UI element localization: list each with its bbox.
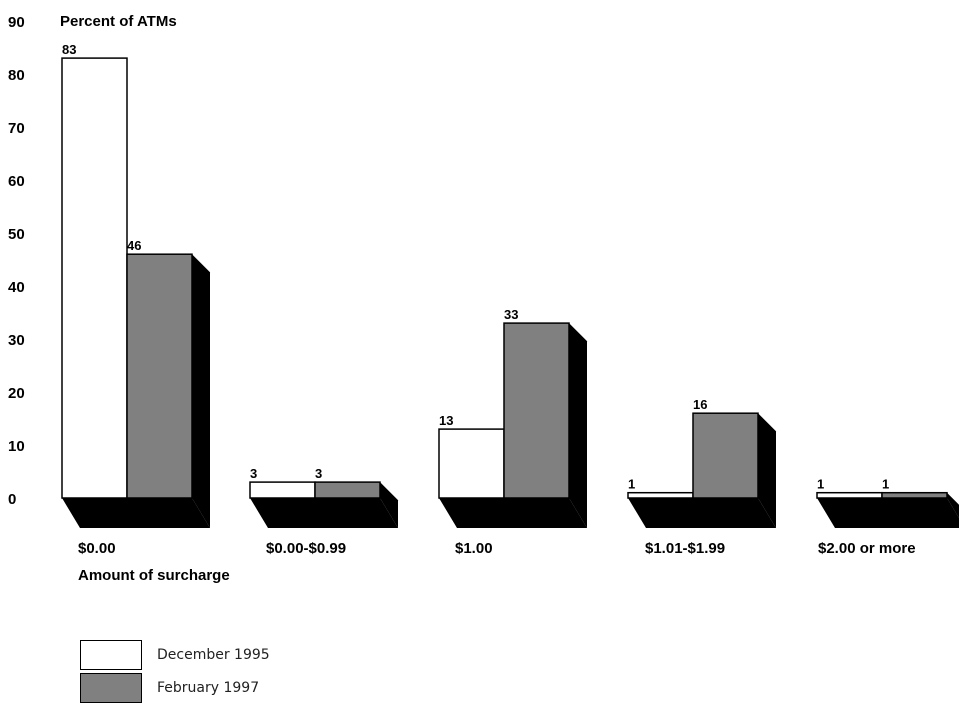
bar-february-1997-0-00 (126, 253, 193, 499)
data-label-december-1995-1-00: 13 (439, 413, 453, 428)
y-tick-label-20: 20 (8, 385, 25, 402)
bar-floor-shadow (439, 498, 587, 528)
bar-february-1997-0-00-0-99 (314, 481, 381, 499)
bar-floor-shadow (250, 498, 398, 528)
bar-december-1995-1-00 (438, 428, 505, 499)
y-tick-label-90: 90 (8, 14, 25, 31)
legend: December 1995 February 1997 (80, 640, 270, 706)
bar-december-1995-1-01-1-99 (627, 491, 694, 499)
data-label-february-1997-1-01-1-99: 16 (693, 397, 707, 412)
y-tick-label-60: 60 (8, 173, 25, 190)
x-category-label-1-00: $1.00 (455, 540, 493, 557)
data-label-december-1995-0-00: 83 (62, 42, 76, 57)
x-category-label-0-00-0-99: $0.00-$0.99 (266, 540, 346, 557)
x-category-label-0-00: $0.00 (78, 540, 116, 557)
x-axis-title: Amount of surcharge (78, 567, 230, 584)
bar-february-1997-1-01-1-99 (692, 412, 759, 499)
bar-february-1997-2-00-or-more (881, 491, 948, 499)
bar-group-1-01-1-99: 1 16 (627, 397, 776, 528)
data-label-february-1997-1-00: 33 (504, 307, 518, 322)
x-category-label-1-01-1-99: $1.01-$1.99 (645, 540, 725, 557)
y-tick-label-10: 10 (8, 438, 25, 455)
bar-side-shadow (192, 254, 210, 528)
data-label-february-1997-0-00: 46 (127, 238, 141, 253)
bar-group-1-00: 13 33 (438, 307, 587, 528)
bar-side-shadow (758, 413, 776, 528)
y-axis-title: Percent of ATMs (60, 13, 177, 30)
data-label-december-1995-1-01-1-99: 1 (628, 477, 635, 492)
data-label-february-1997-2-00-or-more: 1 (882, 477, 889, 492)
y-tick-label-30: 30 (8, 332, 25, 349)
data-label-february-1997-0-00-0-99: 3 (315, 466, 322, 481)
bar-december-1995-0-00-0-99 (249, 481, 316, 499)
bar-group-0-00: 83 46 (61, 42, 210, 528)
y-tick-label-80: 80 (8, 67, 25, 84)
data-label-december-1995-0-00-0-99: 3 (250, 466, 257, 481)
bar-side-shadow (947, 492, 959, 518)
legend-swatch-december-1995 (80, 640, 142, 670)
legend-label-february-1997: February 1997 (157, 680, 260, 696)
y-tick-label-70: 70 (8, 120, 25, 137)
bar-side-shadow (380, 482, 398, 528)
bar-floor-shadow (62, 498, 210, 528)
data-label-december-1995-2-00-or-more: 1 (817, 477, 824, 492)
legend-item-december-1995: December 1995 (80, 640, 270, 670)
bar-february-1997-1-00 (503, 322, 570, 499)
bar-floor-shadow (628, 498, 776, 528)
legend-swatch-february-1997 (80, 673, 142, 703)
y-tick-label-0: 0 (8, 491, 16, 508)
y-tick-label-40: 40 (8, 279, 25, 296)
bar-side-shadow (569, 323, 587, 528)
legend-item-february-1997: February 1997 (80, 673, 270, 703)
x-category-label-2-00-or-more: $2.00 or more (818, 540, 916, 557)
bar-december-1995-2-00-or-more (816, 491, 883, 499)
y-tick-label-50: 50 (8, 226, 25, 243)
bar-december-1995-0-00 (61, 57, 128, 499)
bar-floor-shadow (817, 498, 959, 528)
legend-label-december-1995: December 1995 (157, 647, 270, 663)
